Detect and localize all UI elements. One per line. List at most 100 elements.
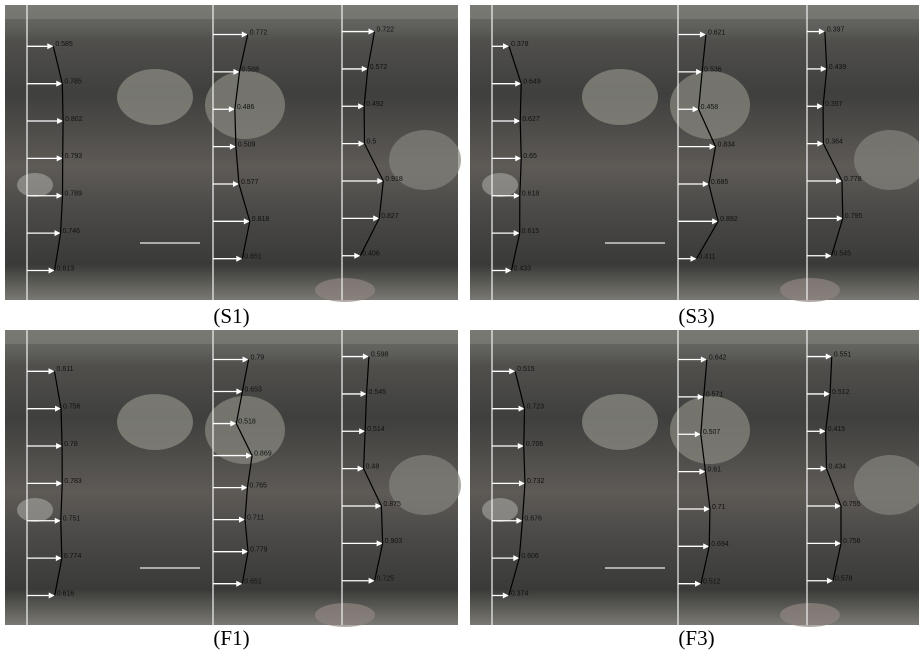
velocity-label: 0.706 [526,441,544,448]
velocity-label: 0.585 [55,41,73,48]
velocity-label: 0.71 [712,504,726,511]
velocity-label: 0.606 [521,553,539,560]
velocity-label: 0.676 [524,516,542,523]
velocity-label: 0.515 [517,366,535,373]
velocity-label: 0.651 [244,579,262,586]
velocity-label: 0.783 [64,478,82,485]
velocity-label: 0.415 [828,426,846,433]
velocity-label: 0.492 [366,101,384,108]
velocity-label: 0.48 [366,463,380,470]
velocity-label: 0.65 [523,153,537,160]
velocity-label: 0.509 [238,141,256,148]
velocity-label: 0.357 [825,101,843,108]
velocity-label: 0.572 [370,64,388,71]
velocity-label: 0.545 [369,389,387,396]
velocity-label: 0.649 [523,79,541,86]
velocity-label: 0.374 [511,590,529,597]
velocity-label: 0.869 [254,450,272,457]
velocity-label: 0.588 [241,67,259,74]
velocity-label: 0.711 [247,514,264,521]
grass-top [470,330,919,344]
velocity-label: 0.732 [527,478,545,485]
velocity-label: 0.723 [527,404,545,411]
vegetation [205,396,285,464]
velocity-label: 0.458 [701,104,719,111]
panel-caption: (S1) [213,304,249,328]
photo-background [470,5,919,300]
debris [482,498,518,522]
grass-top [5,330,458,344]
velocity-label: 0.616 [57,590,75,597]
velocity-label: 0.536 [704,67,722,74]
velocity-label: 0.512 [703,579,721,586]
velocity-label: 0.818 [252,216,270,223]
debris [17,498,53,522]
photo-panel: 0.3780.6490.6270.650.6180.6150.4330.6210… [470,5,919,302]
velocity-label: 0.793 [65,153,83,160]
velocity-label: 0.578 [835,576,853,583]
velocity-label: 0.615 [522,228,540,235]
velocity-label: 0.694 [711,541,729,548]
velocity-label: 0.725 [377,576,395,583]
sand [315,278,375,302]
velocity-label: 0.512 [832,389,850,396]
velocity-label: 0.651 [244,254,262,261]
photo-panel: 0.515 0.723 0.706 0.732 0.676 0.606 0.374 0.642… [470,330,919,627]
velocity-label: 0.598 [371,351,389,358]
sand [315,603,375,627]
velocity-label: 0.364 [825,138,843,145]
velocity-label: 0.61 [707,466,721,473]
velocity-label: 0.613 [57,265,75,272]
velocity-label: 0.751 [63,516,81,523]
velocity-label: 0.577 [241,179,259,186]
velocity-label: 0.79 [251,354,265,361]
sand [780,603,840,627]
velocity-label: 0.434 [829,463,847,470]
panel-caption: (S3) [678,304,714,328]
debris [17,173,53,197]
velocity-label: 0.378 [511,41,529,48]
panel-caption: (F1) [213,626,249,650]
velocity-label: 0.756 [843,538,861,545]
velocity-label: 0.486 [237,104,255,111]
velocity-label: 0.892 [720,216,738,223]
vegetation [582,394,658,450]
velocity-label: 0.433 [513,265,531,272]
velocity-label: 0.397 [827,26,845,33]
sand [780,278,840,302]
velocity-label: 0.5 [367,138,377,145]
velocity-label: 0.627 [522,116,540,123]
velocity-label: 0.834 [718,141,736,148]
velocity-label: 0.653 [244,386,262,393]
velocity-label: 0.875 [383,501,401,508]
velocity-label: 0.827 [381,213,399,220]
velocity-label: 0.78 [64,441,78,448]
velocity-label: 0.411 [698,254,715,261]
velocity-label: 0.439 [829,64,847,71]
photo-panel: 0.5850.7850.8020.7930.7890.7460.6130.772… [5,5,461,302]
vegetation [117,394,193,450]
velocity-label: 0.685 [711,179,729,186]
velocity-label: 0.779 [250,547,268,554]
velocity-label: 0.406 [362,251,380,258]
velocity-label: 0.918 [385,176,403,183]
vegetation [582,69,658,125]
velocity-label: 0.778 [844,176,862,183]
velocity-label: 0.518 [238,418,256,425]
velocity-label: 0.785 [64,79,82,86]
panel-caption: (F3) [678,626,714,650]
grass-top [5,5,458,19]
velocity-label: 0.642 [709,354,727,361]
velocity-label: 0.772 [250,29,268,36]
velocity-label: 0.514 [367,426,385,433]
velocity-label: 0.765 [249,482,267,489]
velocity-label: 0.756 [63,404,81,411]
vegetation [117,69,193,125]
velocity-label: 0.795 [845,213,863,220]
velocity-label: 0.507 [703,429,721,436]
photo-panel: 0.6110.7560.780.7830.7510.7740.6160.790.… [5,330,461,627]
velocity-label: 0.571 [706,392,724,399]
velocity-label: 0.774 [64,553,82,560]
velocity-label: 0.802 [65,116,83,123]
velocity-label: 0.618 [522,191,540,198]
